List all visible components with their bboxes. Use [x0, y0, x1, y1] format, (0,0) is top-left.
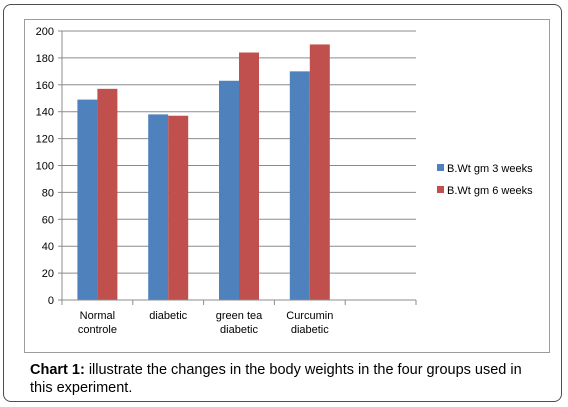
axes — [58, 30, 417, 305]
bar-6-weeks — [97, 88, 118, 301]
bar-6-weeks — [168, 115, 189, 300]
bar-3-weeks — [148, 114, 169, 300]
legend-label: B.Wt gm 6 weeks — [447, 185, 533, 197]
y-tick-label: 180 — [36, 53, 54, 65]
y-tick-label: 100 — [36, 161, 54, 173]
y-tick-label: 60 — [42, 214, 54, 226]
bar-6-weeks — [239, 52, 259, 300]
tick-labels: 0 20 40 60 80 100 120 140 160 180 200 Normal control… — [36, 26, 334, 336]
x-category-label: diabetic — [149, 310, 187, 322]
figure-caption: Chart 1: illustrate the changes in the b… — [30, 361, 540, 397]
y-tick-label: 140 — [36, 107, 54, 119]
y-tick-label: 120 — [36, 134, 54, 146]
x-category-label: green tea — [216, 310, 263, 322]
y-tick-label: 40 — [42, 241, 54, 253]
x-category-label: Curcumin — [286, 310, 333, 322]
x-category-label: controle — [78, 324, 117, 336]
bar-3-weeks — [77, 99, 98, 300]
x-category-label: diabetic — [220, 324, 258, 336]
legend-swatch — [437, 186, 444, 193]
bar-6-weeks — [309, 44, 330, 301]
bar-3-weeks — [289, 71, 310, 300]
y-tick-label: 0 — [48, 295, 54, 307]
legend-swatch — [437, 164, 444, 171]
legend: B.Wt gm 3 weeks B.Wt gm 6 weeks — [437, 163, 533, 197]
y-tick-label: 20 — [42, 268, 54, 280]
x-category-label: Normal — [80, 310, 115, 322]
bar-3-weeks — [219, 80, 239, 300]
y-tick-label: 80 — [42, 187, 54, 199]
bars — [77, 44, 330, 301]
caption-text: illustrate the changes in the body weigh… — [30, 362, 522, 396]
x-category-label: diabetic — [291, 324, 329, 336]
y-tick-label: 200 — [36, 26, 54, 38]
y-tick-label: 160 — [36, 80, 54, 92]
caption-lead: Chart 1: — [30, 362, 85, 378]
legend-label: B.Wt gm 3 weeks — [447, 163, 533, 175]
